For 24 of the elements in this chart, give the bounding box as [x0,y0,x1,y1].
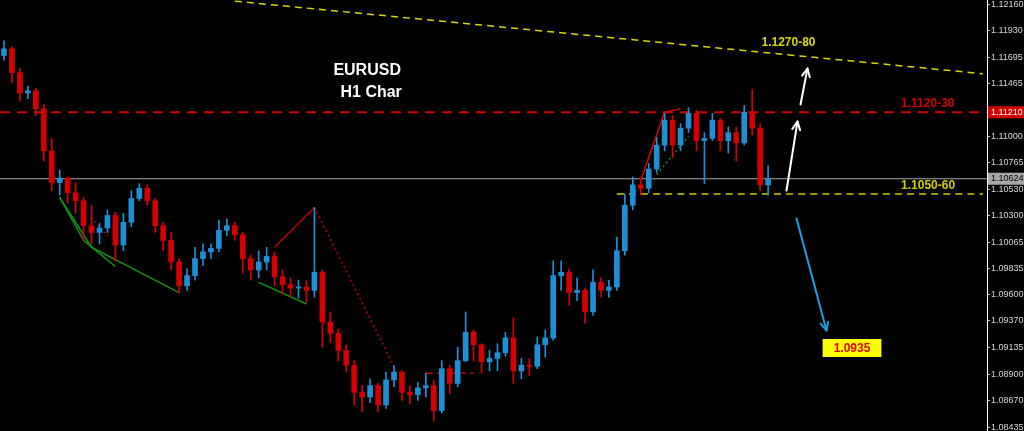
y-tick-label: 1.08900 [991,368,1024,379]
y-tick-label: 1.11465 [991,77,1023,88]
y-tick-label: 1.10765 [991,157,1024,168]
y-tick-label: 1.09370 [991,315,1024,326]
y-tick-label: 1.10065 [991,236,1024,247]
y-tick-label: 1.08670 [991,394,1024,405]
series-label: 1.1270-80 [761,35,816,50]
series-label: 1.1050-60 [901,178,956,193]
ref-line-label: 1.10624 [991,173,1024,184]
y-tick-label: 1.12160 [991,0,1024,10]
y-tick-label: 1.09835 [991,262,1024,273]
y-tick-label: 1.08435 [991,421,1024,431]
y-tick-label: 1.09135 [991,342,1024,353]
y-tick-label: 1.10300 [991,209,1024,220]
y-tick-label: 1.11000 [991,130,1023,141]
text: H1 Char [340,83,402,101]
annotation: 1.1120-30 [901,95,955,110]
y-tick-label: 1.11695 [991,51,1023,62]
y-tick-label: 1.10530 [991,183,1024,194]
text: EURUSD [333,61,401,79]
y-tick-label: 1.09600 [991,289,1024,300]
y-tick-label: 1.11930 [991,25,1023,36]
ref-line-label: 1.11210 [991,106,1023,117]
annotation: 1.0935 [833,341,871,356]
